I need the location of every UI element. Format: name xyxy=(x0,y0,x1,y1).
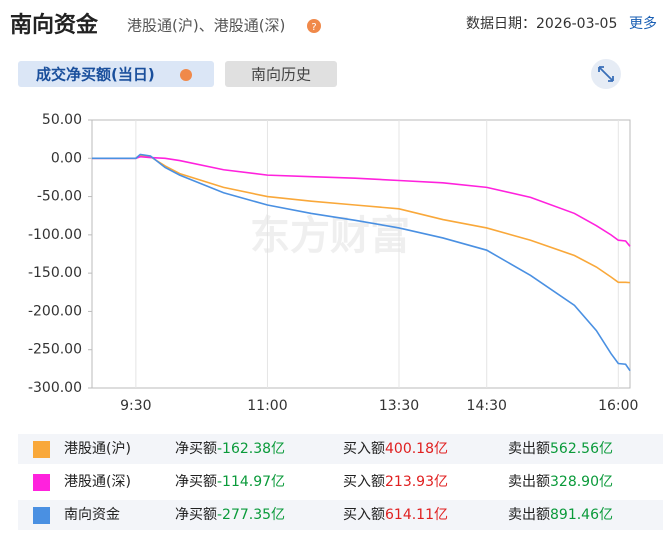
sell-value: 891.46亿 xyxy=(550,507,613,523)
subtitle: 港股通(沪)、港股通(深) xyxy=(127,17,285,35)
sell-label: 卖出额 xyxy=(508,474,550,490)
net-value: -277.35亿 xyxy=(217,507,285,523)
legend-row xyxy=(18,434,663,464)
more-link[interactable]: 更多 xyxy=(629,15,657,32)
x-tick-label: 14:30 xyxy=(467,398,507,414)
y-tick-label: -200.00 xyxy=(28,303,82,319)
buy-value: 213.93亿 xyxy=(385,474,448,490)
x-tick-label: 9:30 xyxy=(120,398,151,414)
help-mark: ? xyxy=(311,22,316,33)
legend-swatch xyxy=(33,474,50,491)
date: 2026-03-05 xyxy=(536,16,617,32)
x-tick-label: 11:00 xyxy=(247,398,287,414)
tab-label[interactable]: 成交净买额(当日) xyxy=(36,66,155,84)
sell-label: 卖出额 xyxy=(508,441,550,457)
legend-name: 港股通(深) xyxy=(64,474,131,490)
legend-name: 港股通(沪) xyxy=(64,441,131,457)
legend-row xyxy=(18,500,663,530)
watermark: 东方财富 xyxy=(250,213,410,259)
tab[interactable] xyxy=(225,61,337,87)
legend-name: 南向资金 xyxy=(64,507,120,523)
net-label: 净买额 xyxy=(175,474,217,490)
legend-swatch xyxy=(33,441,50,458)
sell-value: 562.56亿 xyxy=(550,441,613,457)
sell-label: 卖出额 xyxy=(508,507,550,523)
y-tick-label: 0.00 xyxy=(51,150,82,166)
net-label: 净买额 xyxy=(175,507,217,523)
x-tick-label: 16:00 xyxy=(598,398,638,414)
y-tick-label: -100.00 xyxy=(28,227,82,243)
legend-swatch xyxy=(33,507,50,524)
buy-label: 买入额 xyxy=(343,441,385,457)
tab-label[interactable]: 南向历史 xyxy=(251,66,311,84)
y-tick-label: -250.00 xyxy=(28,342,82,358)
tab-active[interactable] xyxy=(18,61,214,87)
x-tick-label: 13:30 xyxy=(379,398,419,414)
y-tick-label: -300.00 xyxy=(28,380,82,396)
expand-icon xyxy=(598,66,614,82)
title: 南向资金 xyxy=(10,12,99,38)
net-label: 净买额 xyxy=(175,441,217,457)
y-tick-label: -150.00 xyxy=(28,265,82,281)
y-tick-label: -50.00 xyxy=(37,189,82,205)
legend-row xyxy=(18,467,663,497)
buy-value: 400.18亿 xyxy=(385,441,448,457)
buy-value: 614.11亿 xyxy=(385,507,448,523)
sell-value: 328.90亿 xyxy=(550,474,613,490)
buy-label: 买入额 xyxy=(343,507,385,523)
buy-label: 买入额 xyxy=(343,474,385,490)
series-line xyxy=(92,153,631,372)
y-tick-label: 50.00 xyxy=(42,112,82,128)
date-label: 数据日期： xyxy=(466,16,536,32)
help-icon[interactable] xyxy=(307,19,321,33)
net-value: -162.38亿 xyxy=(217,441,285,457)
net-value: -114.97亿 xyxy=(217,474,285,490)
plot-frame xyxy=(91,119,631,389)
help-icon[interactable] xyxy=(180,69,192,81)
